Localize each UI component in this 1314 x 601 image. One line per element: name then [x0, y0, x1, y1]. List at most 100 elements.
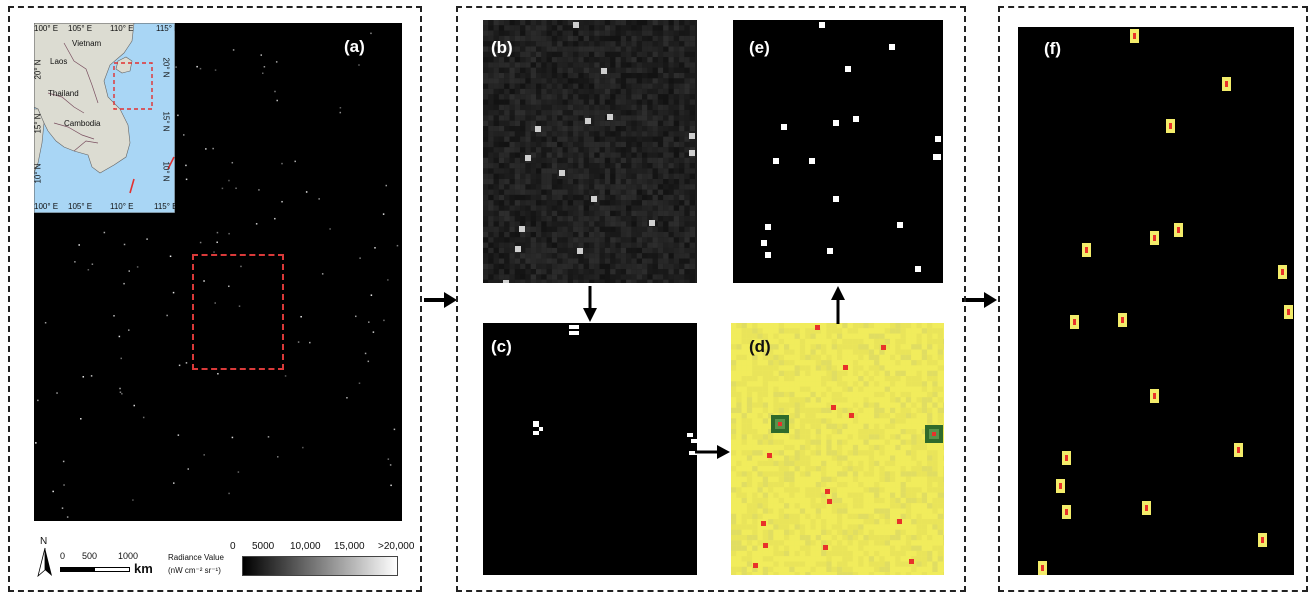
pixel	[498, 157, 505, 164]
pixel	[657, 88, 664, 95]
pixel	[762, 407, 769, 414]
pixel	[541, 247, 547, 254]
pixel	[689, 173, 695, 179]
pixel	[784, 487, 790, 493]
pixel	[578, 20, 584, 26]
pixel	[778, 349, 784, 355]
pixel	[620, 216, 627, 222]
pixel	[541, 120, 547, 126]
pixel	[604, 226, 611, 232]
pixel	[636, 141, 642, 148]
pixel	[752, 466, 758, 472]
pixel	[837, 429, 843, 435]
pixel	[863, 439, 869, 445]
pixel	[626, 136, 632, 142]
pixel	[631, 152, 637, 158]
pixel	[663, 184, 669, 190]
pixel	[657, 247, 664, 254]
pixel	[663, 168, 669, 174]
pixel	[773, 381, 779, 387]
pixel	[578, 253, 584, 259]
pixel	[498, 216, 505, 222]
pixel	[863, 418, 869, 424]
pixel	[493, 46, 499, 52]
pixel	[842, 386, 848, 392]
pixel	[831, 349, 837, 355]
pixel	[932, 492, 938, 498]
pixel	[536, 115, 542, 121]
pixel	[789, 460, 795, 467]
pixel	[842, 524, 848, 530]
pixel	[852, 508, 859, 514]
pixel	[583, 194, 589, 201]
pixel	[863, 572, 869, 575]
pixel	[509, 131, 515, 137]
pixel	[815, 418, 822, 424]
pixel	[799, 540, 806, 546]
radiance-unit: (nW cm⁻² sr⁻¹)	[168, 566, 221, 575]
pixel	[551, 247, 558, 254]
pixel	[530, 242, 536, 248]
pixel	[541, 189, 547, 195]
pixel	[943, 487, 944, 493]
pixel	[789, 349, 795, 355]
pixel	[826, 471, 832, 477]
pixel	[932, 482, 938, 488]
pixel	[620, 279, 627, 283]
pixel	[604, 51, 611, 58]
pixel	[815, 360, 822, 366]
pixel	[668, 35, 674, 42]
pixel	[746, 397, 753, 403]
pixel	[589, 189, 595, 195]
pixel	[752, 323, 758, 329]
pixel	[551, 194, 558, 201]
pixel	[689, 67, 695, 73]
pixel	[789, 434, 795, 440]
pixel	[636, 216, 642, 222]
pixel	[679, 221, 685, 227]
pixel	[773, 402, 779, 408]
north-arrow: N	[36, 536, 54, 578]
pixel	[573, 120, 579, 126]
pixel	[589, 263, 595, 270]
pixel	[668, 216, 674, 222]
pixel	[794, 487, 800, 493]
pixel	[493, 104, 499, 111]
pixel	[520, 237, 526, 243]
pixel	[668, 242, 674, 248]
pixel	[762, 524, 769, 530]
pixel	[557, 147, 563, 153]
pixel	[626, 168, 632, 174]
pixel	[805, 360, 811, 366]
pixel	[900, 535, 906, 541]
pixel	[879, 524, 885, 530]
pixel	[847, 391, 853, 398]
pixel	[847, 402, 853, 408]
pixel	[900, 444, 906, 451]
pixel	[736, 524, 742, 530]
pixel	[932, 550, 938, 557]
pixel	[663, 226, 669, 232]
pixel	[673, 104, 680, 111]
pixel	[900, 413, 906, 419]
pixel	[691, 439, 697, 443]
pixel	[768, 413, 774, 419]
pixel	[657, 78, 664, 84]
pixel	[741, 450, 747, 456]
pixel	[483, 173, 489, 179]
pixel	[847, 524, 853, 530]
pixel	[196, 65, 198, 68]
pixel	[118, 335, 121, 338]
pixel	[778, 323, 784, 329]
pixel	[911, 376, 917, 382]
pixel	[831, 405, 836, 410]
pixel	[858, 444, 864, 451]
pixel	[731, 561, 737, 567]
pixel	[594, 237, 600, 243]
pixel	[636, 221, 642, 227]
pixel	[784, 460, 790, 467]
pixel	[615, 247, 621, 254]
pixel	[689, 184, 695, 190]
pixel	[636, 120, 642, 126]
pixel	[943, 513, 944, 520]
